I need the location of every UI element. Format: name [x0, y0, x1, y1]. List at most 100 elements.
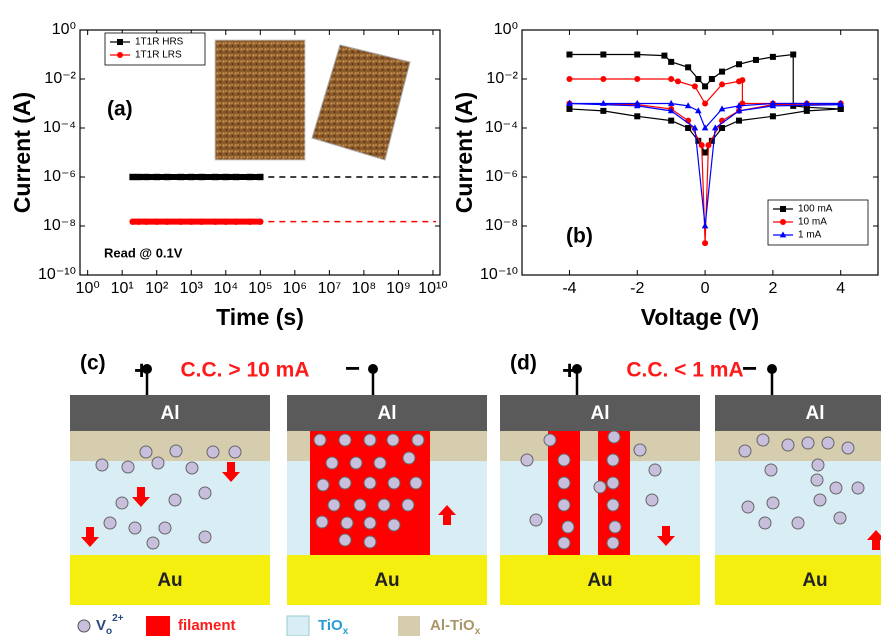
- marker: [246, 218, 254, 225]
- marker: [695, 137, 702, 144]
- vacancy: [228, 445, 242, 459]
- vacancy: [606, 498, 620, 512]
- vacancy: [758, 516, 772, 530]
- subscript: x: [343, 626, 349, 636]
- marker: [600, 107, 607, 114]
- marker: [702, 149, 709, 156]
- x-tick-label: 10⁴: [213, 280, 238, 297]
- vacancy: [185, 461, 199, 475]
- x-tick-label: 10⁸: [352, 280, 377, 297]
- text: Al-TiO: [430, 617, 475, 634]
- y-tick-label: 10⁰: [494, 21, 518, 38]
- al-layer: [500, 395, 700, 431]
- y-tick-label: 10⁻²: [44, 70, 76, 87]
- y-tick-label: 10⁻¹⁰: [38, 266, 76, 283]
- marker: [739, 77, 746, 84]
- marker: [735, 117, 742, 124]
- vacancy: [340, 516, 354, 530]
- vacancy: [833, 511, 847, 525]
- diagrams: (c) + C.C. > 10 mA − (d) + C.C. < 1 mA −…: [70, 352, 881, 605]
- vacancy: [198, 530, 212, 544]
- electrode-pin: [142, 364, 152, 374]
- marker: [634, 76, 641, 82]
- marker: [566, 99, 573, 106]
- marker: [691, 124, 699, 131]
- marker: [668, 76, 675, 82]
- legend-label: 1T1R LRS: [135, 50, 182, 61]
- vacancy: [821, 436, 835, 450]
- x-tick-label: 2: [768, 280, 777, 297]
- y-tick-label: 10⁻²: [486, 70, 518, 87]
- vacancy: [811, 458, 825, 472]
- y-tick-label: 10⁻⁴: [43, 119, 76, 136]
- y-tick-label: 10⁻⁴: [485, 119, 518, 136]
- legend-label: 10 mA: [798, 217, 827, 228]
- marker: [735, 107, 743, 114]
- marker: [667, 99, 675, 106]
- vacancy: [561, 520, 575, 534]
- annotation: Read @ 0.1V: [104, 245, 183, 260]
- marker: [117, 39, 123, 45]
- vacancy: [325, 456, 339, 470]
- marker: [600, 76, 607, 82]
- y-tick-label: 10⁰: [52, 21, 76, 38]
- vacancy: [593, 480, 607, 494]
- legend: 1T1R HRS 1T1R LRS: [104, 32, 206, 66]
- x-axis-label: Time (s): [216, 304, 304, 330]
- vacancy: [146, 536, 160, 550]
- altiox-layer: [715, 431, 881, 461]
- marker: [685, 125, 692, 131]
- vacancy: [557, 476, 571, 490]
- vacancy: [315, 515, 329, 529]
- marker: [674, 78, 681, 85]
- y-axis-label: Current (A): [451, 92, 477, 213]
- x-tick-label: 10⁷: [318, 280, 342, 297]
- arrow-down: [81, 527, 99, 547]
- filament: [548, 431, 580, 555]
- marker: [188, 173, 195, 181]
- tiox-swatch: [286, 615, 310, 636]
- vacancy: [606, 536, 620, 550]
- tiox-label: TiOx: [318, 617, 349, 636]
- marker: [153, 173, 160, 181]
- filament: [598, 431, 630, 555]
- x-tick-label: -2: [630, 280, 644, 297]
- panel-label: (d): [510, 352, 537, 375]
- vacancy: [738, 444, 752, 458]
- legend-label: 100 mA: [798, 204, 833, 215]
- vacancy: [801, 436, 815, 450]
- marker: [634, 113, 641, 120]
- vacancy: [781, 438, 795, 452]
- x-tick-label: 10⁵: [248, 280, 272, 297]
- au-layer: [70, 555, 270, 605]
- electrode-label: Au: [157, 570, 182, 591]
- legend-label: 1T1R HRS: [135, 37, 184, 48]
- marker: [691, 83, 698, 90]
- filament-swatch: [146, 616, 170, 636]
- marker: [135, 173, 142, 181]
- marker: [702, 83, 709, 90]
- vacancy: [139, 445, 153, 459]
- altiox-layer: [70, 431, 270, 461]
- condition: C.C. > 10 mA: [181, 359, 310, 382]
- marker: [698, 142, 705, 149]
- marker: [780, 206, 786, 212]
- marker: [702, 100, 709, 107]
- marker: [718, 105, 726, 112]
- marker: [695, 76, 702, 82]
- vacancy: [411, 433, 425, 447]
- marker: [685, 64, 692, 71]
- marker: [600, 99, 607, 106]
- vacancy: [606, 453, 620, 467]
- marker: [803, 107, 810, 114]
- vacancy: [645, 493, 659, 507]
- vacancy: [387, 476, 401, 490]
- marker: [668, 58, 675, 65]
- marker: [790, 51, 797, 58]
- vacancy: [791, 516, 805, 530]
- au-layer: [500, 555, 700, 605]
- marker: [246, 173, 254, 181]
- x-tick-label: 0: [701, 280, 710, 297]
- plus-sign: +: [562, 355, 577, 385]
- vacancy: [115, 496, 129, 510]
